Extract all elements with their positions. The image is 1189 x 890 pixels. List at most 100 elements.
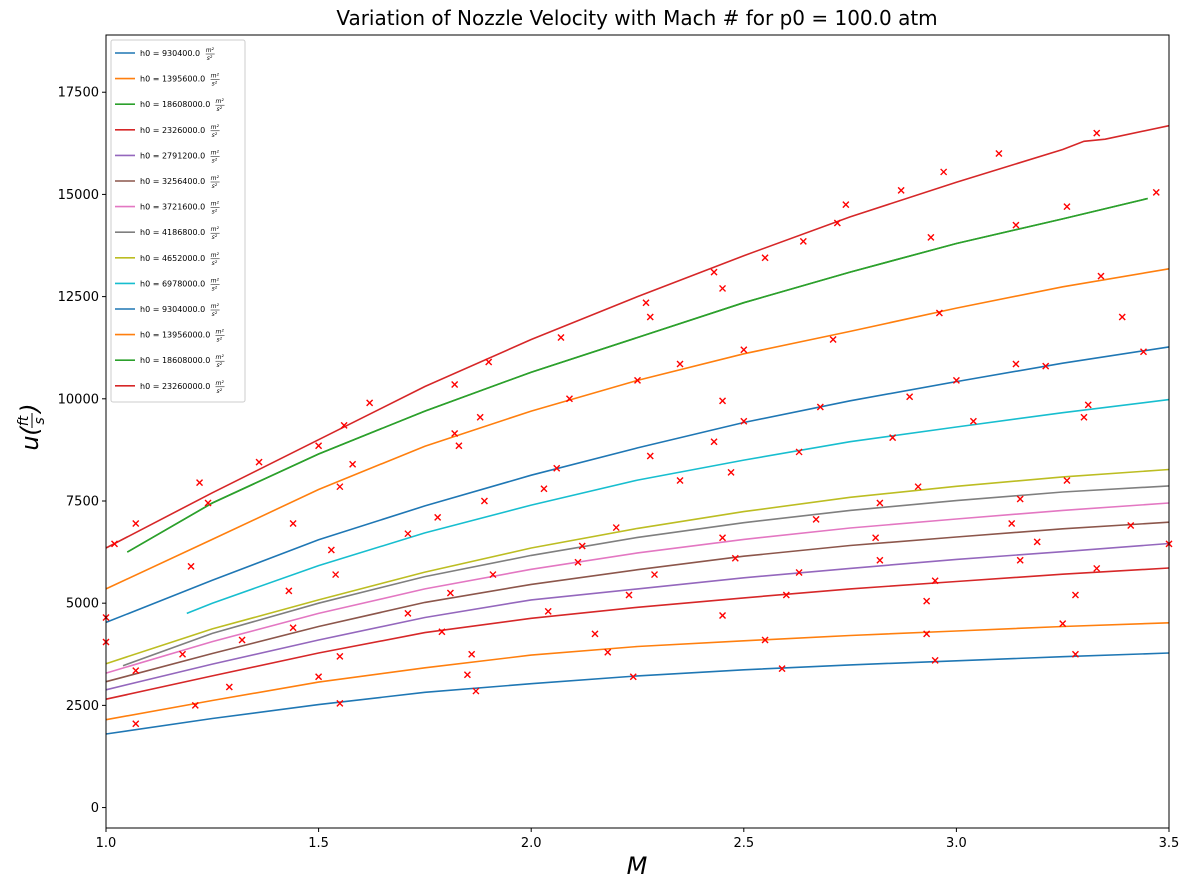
y-tick-label-7: 15000 [58,188,99,203]
scatter-marker-50 [591,630,599,638]
scatter-marker-58 [646,313,654,321]
scatter-marker-23 [336,652,344,660]
scatter-marker-97 [940,168,948,176]
legend-unit-num-11: m² [211,303,220,310]
legend-label-6: h0 = 3256400.0 [140,177,205,186]
scatter-marker-86 [876,499,884,507]
scatter-marker-70 [740,417,748,425]
scatter-marker-40 [480,497,488,505]
series-line-6 [105,521,1170,683]
x-tick-label-1: 1.0 [96,836,117,851]
scatter-marker-34 [451,380,459,388]
scatter-marker-61 [676,360,684,368]
scatter-marker-52 [612,524,620,532]
scatter-marker-89 [906,393,914,401]
scatter-marker-15 [285,587,293,595]
series-line-10 [186,398,1170,615]
scatter-marker-38 [472,687,480,695]
scatter-marker-37 [468,650,476,658]
legend-unit-den-12: s² [217,337,223,344]
scatter-marker-10 [196,479,204,487]
scatter-marker-29 [404,609,412,617]
scatter-marker-59 [651,571,659,579]
scatter-marker-25 [340,421,348,429]
legend-label-2: h0 = 1395600.0 [140,75,205,84]
scatter-marker-104 [1016,556,1024,564]
scatter-marker-115 [1093,564,1101,572]
scatter-marker-116 [1093,129,1101,137]
scatter-marker-43 [540,485,548,493]
x-tick-label-5: 3.0 [946,836,967,851]
scatter-marker-112 [1071,591,1079,599]
scatter-marker-17 [289,519,297,527]
scatter-marker-82 [833,219,841,227]
scatter-marker-75 [782,591,790,599]
scatter-marker-69 [731,554,739,562]
scatter-marker-20 [327,546,335,554]
legend-label-3: h0 = 18608000.0 [140,100,210,109]
scatter-marker-80 [816,403,824,411]
scatter-marker-71 [740,346,748,354]
scatter-marker-88 [897,186,905,194]
legend-label-4: h0 = 2326000.0 [140,126,205,135]
scatter-marker-3 [111,540,118,548]
scatter-marker-48 [574,558,582,566]
scatter-marker-77 [795,448,803,456]
scatter-marker-110 [1063,203,1071,211]
axes-frame [105,34,1170,829]
scatter-marker-120 [1139,348,1147,356]
scatter-marker-118 [1118,313,1126,321]
scatter-marker-7 [179,650,187,658]
scatter-marker-108 [1059,620,1067,628]
scatter-marker-46 [557,333,565,341]
x-tick-label-2: 1.5 [308,836,329,851]
scatter-marker-103 [1012,221,1020,229]
scatter-marker-78 [799,237,807,245]
series-line-2 [105,622,1170,721]
scatter-marker-117 [1097,272,1105,280]
scatter-marker-107 [1042,362,1050,370]
legend-unit-num-10: m² [211,277,220,284]
legend-label-10: h0 = 6978000.0 [140,279,205,288]
scatter-marker-85 [876,556,884,564]
scatter-marker-102 [1012,360,1020,368]
legend-unit-den-9: s² [212,260,218,267]
scatter-marker-54 [629,673,637,681]
legend-label-13: h0 = 18608000.0 [140,356,210,365]
series-line-5 [105,542,1170,691]
scatter-marker-73 [761,254,769,262]
scatter-marker-44 [544,607,552,615]
legend-unit-num-1: m² [206,47,215,54]
series-line-4 [105,567,1170,700]
scatter-marker-8 [187,562,195,570]
legend-unit-num-9: m² [211,252,220,259]
scatter-marker-74 [778,665,786,673]
y-tick-label-6: 12500 [58,290,99,305]
scatter-marker-33 [451,430,459,438]
series-line-14 [105,124,1170,549]
scatter-marker-11 [204,499,212,507]
y-axis-label-unit-den: s [32,417,48,424]
y-tick-label-1: 0 [91,801,99,816]
scatter-marker-55 [634,376,641,384]
legend-unit-den-13: s² [217,362,223,369]
scatter-marker-98 [952,376,960,384]
scatter-marker-87 [889,434,897,442]
legend-unit-den-3: s² [217,106,223,113]
scatter-marker-45 [553,464,561,472]
scatter-marker-64 [719,611,727,619]
y-axis-ticks: 0 2500 5000 7500 10000 12500 15000 17500 [58,86,106,816]
y-tick-label-8: 17500 [58,86,99,101]
series-line-13 [126,197,1148,553]
scatter-marker-12 [225,683,233,691]
scatter-marker-5 [132,667,140,675]
series-line-7 [105,502,1170,674]
scatter-marker-113 [1080,413,1088,421]
legend-unit-num-5: m² [211,149,220,156]
scatter-marker-114 [1084,401,1092,409]
